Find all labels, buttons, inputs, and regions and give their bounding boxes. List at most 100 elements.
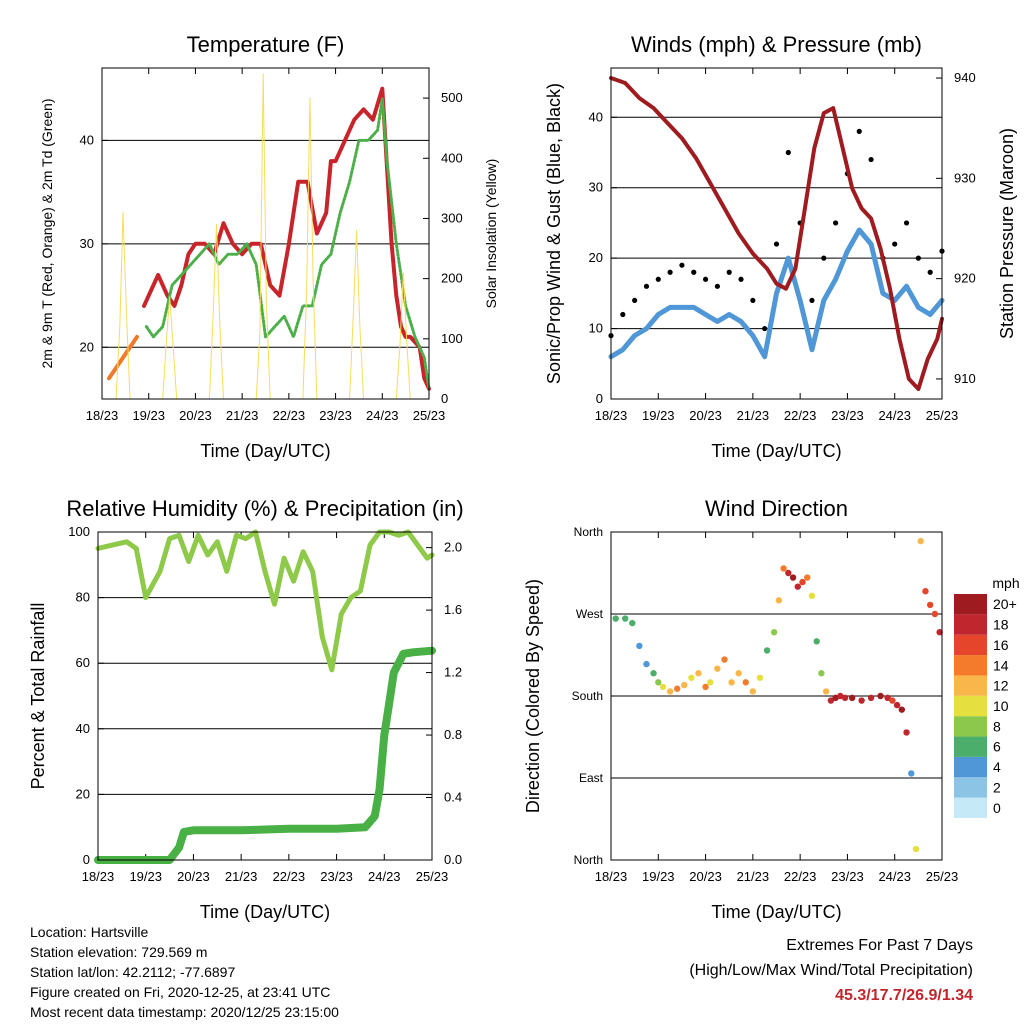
- y2-tick-label: 400: [441, 150, 463, 165]
- colorbar-swatch: [954, 634, 987, 656]
- direction-point: [848, 694, 856, 702]
- y-tick-label: 40: [80, 132, 94, 147]
- y-tick-label: 30: [589, 180, 603, 195]
- colorbar-label: 0: [993, 800, 1001, 816]
- colorbar-title: mph: [992, 575, 1019, 591]
- data-point-gust: [691, 269, 697, 275]
- direction-point: [721, 656, 728, 663]
- x-tick-label: 18/23: [595, 408, 628, 423]
- recent-timestamp-text: Most recent data timestamp: 2020/12/25 2…: [30, 1004, 339, 1020]
- direction-point: [818, 670, 825, 677]
- direction-point: [893, 701, 901, 709]
- x-tick-label: 20/23: [179, 408, 212, 423]
- direction-point: [827, 697, 835, 704]
- direction-point: [735, 670, 742, 677]
- direction-point: [877, 692, 884, 700]
- direction-point: [674, 685, 681, 692]
- colorbar-swatch: [954, 655, 987, 676]
- x-axis-label: Time (Day/UTC): [711, 441, 841, 461]
- direction-point: [804, 574, 811, 581]
- x-tick-label: 23/23: [831, 869, 864, 884]
- colorbar-swatch: [954, 695, 987, 717]
- y-tick-label: 40: [589, 109, 603, 124]
- data-point-gust: [679, 262, 685, 268]
- y-axis-label: Direction (Colored By Speed): [523, 579, 543, 813]
- plot-frame: [101, 67, 430, 400]
- colorbar-swatch: [954, 756, 987, 778]
- colorbar-label: 12: [993, 678, 1009, 694]
- colorbar-label: 18: [993, 617, 1009, 633]
- direction-point: [908, 770, 915, 777]
- x-axis-label: Time (Day/UTC): [711, 902, 841, 922]
- colorbar-swatch: [954, 594, 987, 615]
- direction-point: [884, 694, 891, 702]
- y-tick-label: North: [574, 525, 603, 539]
- direction-point: [742, 679, 749, 686]
- colorbar-label: 2: [993, 779, 1001, 795]
- y-axis-label: Sonic/Prop Wind & Gust (Blue, Black): [544, 83, 564, 384]
- y2-tick-label: 2.0: [444, 540, 462, 555]
- x-axis-label: Time (Day/UTC): [200, 441, 330, 461]
- x-tick-label: 24/23: [366, 408, 399, 423]
- direction-point: [629, 619, 636, 627]
- colorbar-label: 6: [993, 739, 1001, 755]
- direction-point: [688, 674, 695, 681]
- y2-tick-label: 940: [954, 70, 976, 85]
- data-point-gust: [892, 241, 898, 247]
- direction-point: [898, 706, 906, 713]
- colorbar-label: 10: [993, 698, 1009, 714]
- direction-point: [655, 679, 662, 686]
- y-tick-label: 20: [589, 250, 603, 265]
- y-tick-label: South: [572, 689, 603, 703]
- series-line-dewpoint: [144, 97, 431, 391]
- direction-point: [799, 578, 806, 586]
- y2-tick-label: 1.6: [444, 602, 462, 617]
- data-point-gust: [726, 269, 732, 275]
- direction-point: [794, 583, 801, 590]
- data-point-gust: [738, 276, 744, 282]
- data-point-gust: [833, 220, 839, 226]
- data-point-gust: [903, 220, 910, 226]
- series-line-pressure: [609, 76, 944, 391]
- direction-point: [867, 694, 875, 702]
- x-tick-label: 24/23: [368, 869, 401, 884]
- direction-point: [770, 629, 778, 636]
- colorbar-swatch: [954, 716, 987, 737]
- direction-point: [666, 688, 674, 695]
- data-point-gust: [915, 255, 921, 261]
- direction-point: [780, 565, 787, 572]
- direction-point: [903, 729, 910, 736]
- series-line-solar: [115, 73, 411, 400]
- y2-tick-label: 0: [441, 391, 448, 406]
- y-tick-label: 20: [76, 786, 90, 801]
- direction-point: [659, 683, 667, 691]
- series-line-wind: [608, 227, 945, 360]
- colorbar-swatch: [954, 797, 987, 818]
- y-axis-label: 2m & 9m T (Red, Orange) & 2m Td (Green): [39, 99, 55, 369]
- data-point-gust: [750, 297, 756, 304]
- direction-point: [858, 697, 865, 704]
- data-point-gust: [785, 149, 791, 156]
- y2-tick-label: 0.0: [444, 852, 462, 867]
- data-point-gust: [927, 269, 933, 275]
- x-tick-label: 24/23: [878, 869, 911, 884]
- y2-tick-label: 920: [954, 271, 976, 286]
- y-tick-label: 30: [80, 236, 94, 251]
- colorbar-label: 8: [993, 718, 1001, 734]
- x-tick-label: 21/23: [737, 408, 770, 423]
- direction-point: [695, 670, 702, 677]
- y-tick-label: 0: [83, 852, 90, 867]
- x-tick-label: 20/23: [177, 869, 210, 884]
- colorbar-label: 16: [993, 637, 1009, 653]
- y2-tick-label: 100: [441, 331, 463, 346]
- y2-tick-label: 930: [954, 170, 976, 185]
- data-point-gust: [620, 311, 626, 318]
- created-text: Figure created on Fri, 2020-12-25, at 23…: [30, 984, 331, 1000]
- y2-tick-label: 300: [441, 210, 463, 225]
- x-tick-label: 20/23: [689, 869, 722, 884]
- y-tick-label: 10: [589, 321, 603, 336]
- y-tick-label: 20: [80, 339, 94, 354]
- x-tick-label: 18/23: [86, 408, 119, 423]
- y2-axis-label: Station Pressure (Maroon): [997, 128, 1017, 339]
- direction-point: [763, 647, 771, 654]
